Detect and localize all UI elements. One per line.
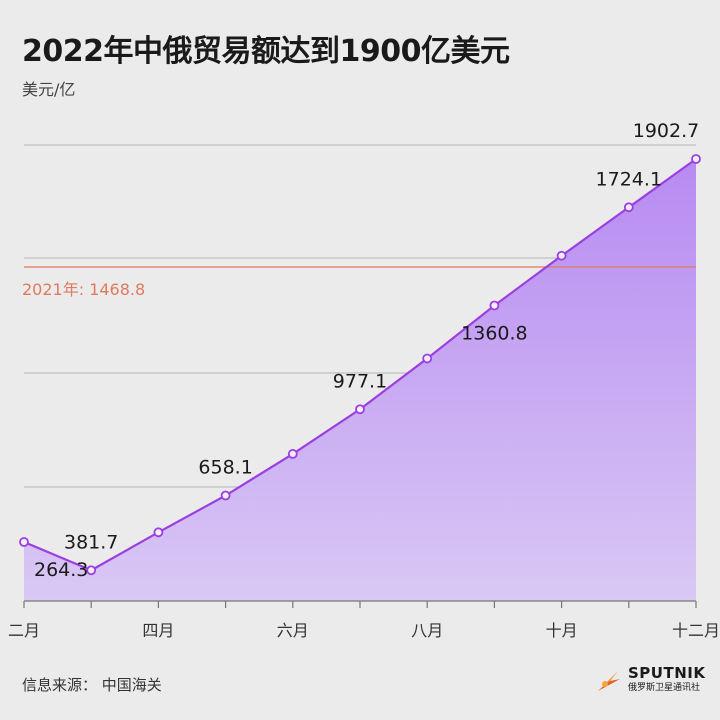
- data-point: [287, 449, 298, 459]
- data-label: 1360.8: [461, 323, 527, 345]
- x-tick-label: 四月: [142, 621, 174, 640]
- data-point: [489, 300, 500, 311]
- data-label: 1902.7: [633, 120, 699, 142]
- brand-subtitle: 俄罗斯卫星通讯社: [628, 683, 701, 693]
- data-label: 1724.1: [596, 168, 662, 190]
- sputnik-brand: SPUTNIK 俄罗斯卫星通讯社: [596, 666, 705, 693]
- data-label: 264.3: [34, 559, 88, 581]
- area-fill: [24, 159, 696, 601]
- data-point: [86, 565, 97, 576]
- x-tick-label: 八月: [411, 621, 443, 640]
- source-note: 信息来源： 中国海关: [22, 676, 162, 694]
- sputnik-logo-icon: [596, 667, 622, 693]
- x-tick-label: 十月: [546, 621, 578, 640]
- data-point: [19, 537, 29, 547]
- unit-label: 美元/亿: [22, 80, 76, 99]
- data-label: 658.1: [198, 457, 252, 479]
- data-point: [422, 353, 433, 364]
- brand-name: SPUTNIK: [628, 664, 706, 682]
- data-label: 977.1: [333, 370, 387, 392]
- x-tick-label: 六月: [277, 621, 309, 640]
- data-label: 381.7: [64, 531, 118, 553]
- data-point: [623, 202, 634, 213]
- data-point: [691, 154, 701, 164]
- data-point: [153, 527, 164, 538]
- data-point: [355, 404, 365, 415]
- data-point: [220, 490, 231, 501]
- reference-label: 2021年: 1468.8: [22, 280, 145, 299]
- chart-title: 2022年中俄贸易额达到1900亿美元: [22, 34, 510, 69]
- x-tick-label: 十二月: [672, 621, 720, 640]
- data-point: [556, 250, 567, 261]
- x-tick-label: 二月: [8, 621, 40, 640]
